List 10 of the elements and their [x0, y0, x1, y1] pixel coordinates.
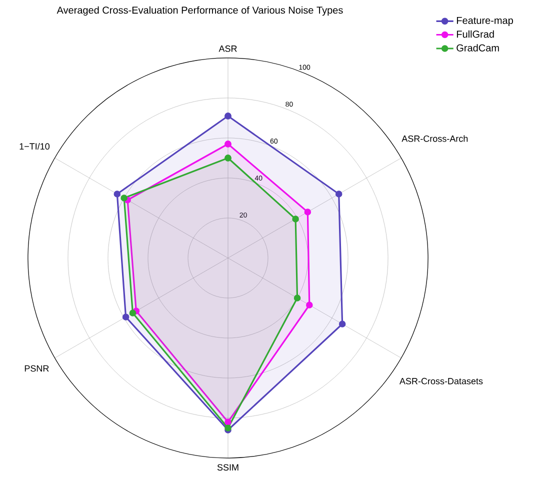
legend-label: Feature-map — [456, 16, 513, 26]
spoke-label: ASR — [218, 45, 237, 52]
spoke-label: PSNR — [24, 365, 49, 372]
spoke-label: ASR-Cross-Arch — [402, 135, 468, 142]
chart-title: Averaged Cross-Evaluation Performance of Various Noise Types — [56, 6, 343, 16]
spoke-label: SSIM — [217, 464, 238, 471]
spoke-label: 1−TI/10 — [20, 142, 50, 150]
legend-label: FullGrad — [456, 30, 494, 38]
legend-label: GradCam — [456, 44, 499, 52]
spoke-label: ASR-Cross-Datasets — [399, 378, 483, 384]
